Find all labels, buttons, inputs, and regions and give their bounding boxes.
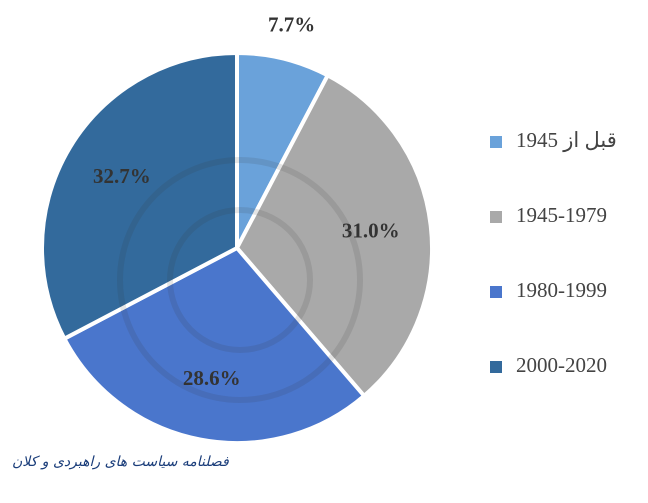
legend-label: 1980-1999 [516,278,607,302]
legend-swatch [490,211,502,223]
footer-logo: فصلنامه سیاست های راهبردی و کلان [12,454,229,470]
chart: 7.7%31.0%28.6%32.7%قبل از 19451945-19791… [0,0,648,503]
legend-label: قبل از 1945 [516,128,617,153]
value-label: 28.6% [183,366,241,390]
legend-swatch [490,361,502,373]
legend-swatch [490,286,502,298]
value-label: 32.7% [93,164,151,188]
legend-label: 2000-2020 [516,353,607,377]
legend-label: 1945-1979 [516,203,607,227]
legend-swatch [490,136,502,148]
value-label: 7.7% [268,12,315,36]
